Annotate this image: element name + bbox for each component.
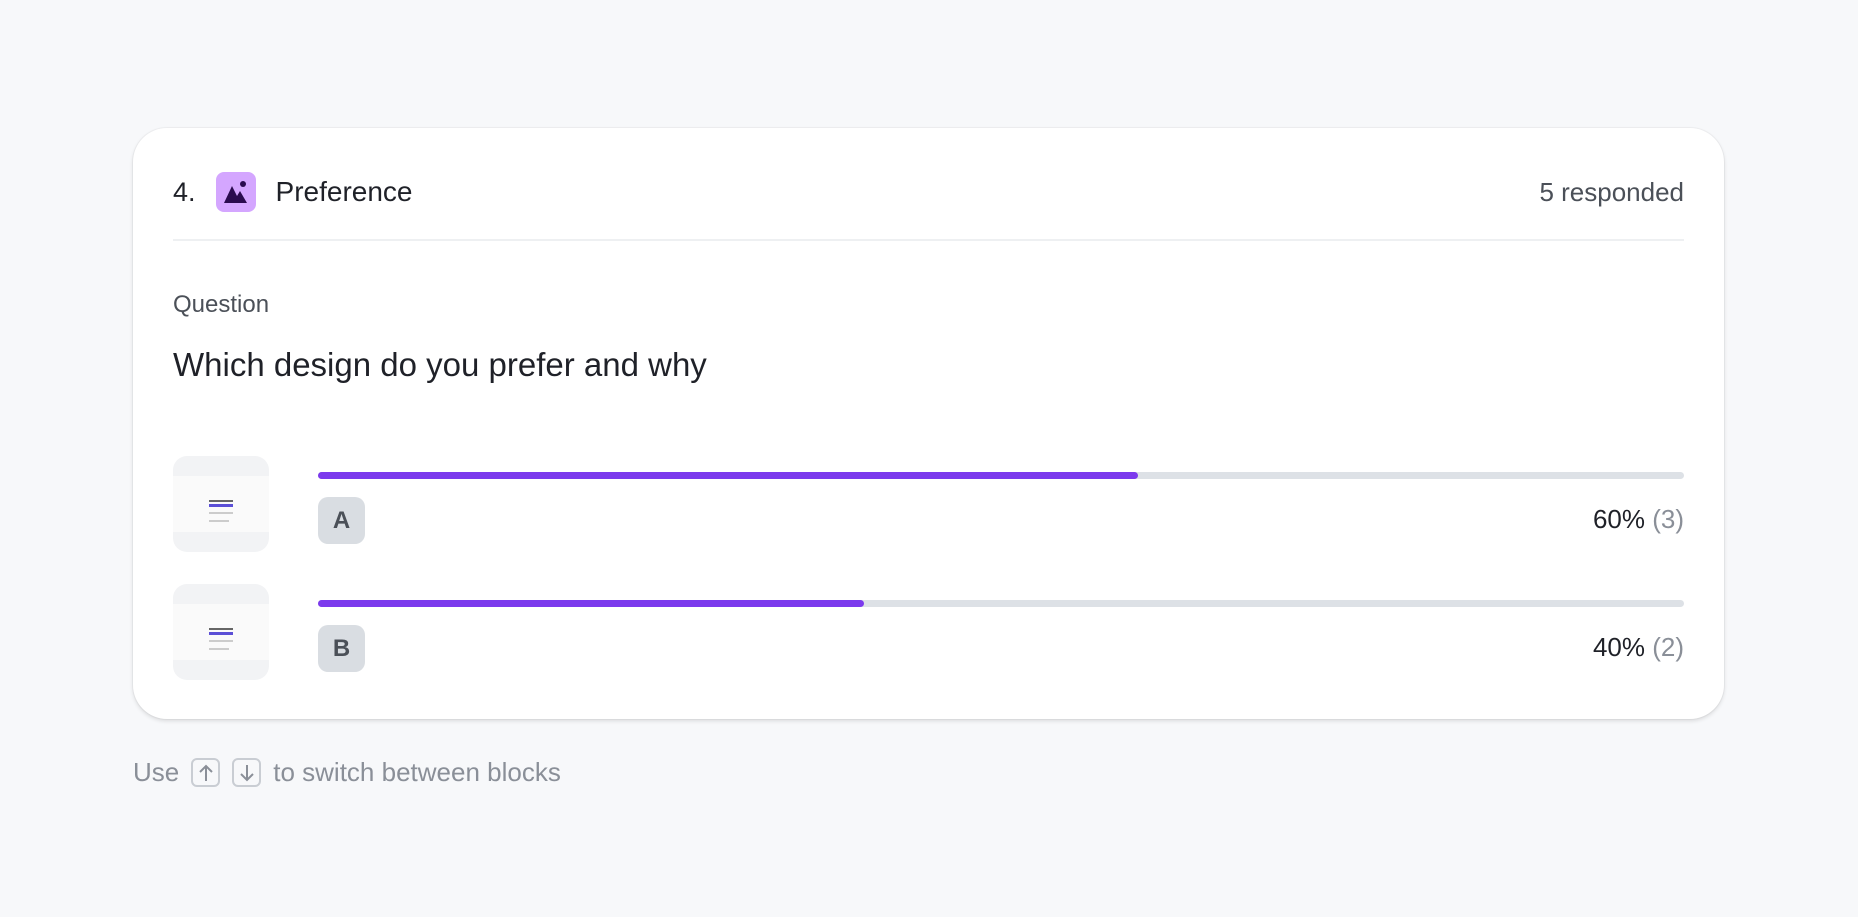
option-b-progress-track [318, 600, 1684, 607]
image-mountain-icon [215, 172, 256, 212]
option-a-count: (3) [1652, 504, 1684, 534]
option-a-progress-fill [318, 472, 1138, 479]
responded-count: 5 responded [1539, 176, 1684, 207]
question-label: Question [173, 291, 270, 318]
option-b-percent: 40% [1592, 632, 1645, 662]
hint-suffix: to switch between blocks [273, 757, 561, 787]
option-a-progress-track [318, 472, 1684, 479]
option-a-badge: A [318, 497, 365, 544]
arrow-up-icon [191, 758, 221, 787]
option-a-result: 60% (3) [1593, 504, 1684, 535]
option-b-thumbnail[interactable] [173, 584, 269, 680]
keyboard-hint: Use to switch between blocks [133, 757, 561, 788]
block-title: Preference [275, 176, 413, 207]
header-divider [173, 239, 1684, 241]
option-b-badge: B [318, 625, 365, 672]
option-b-progress-fill [318, 600, 865, 607]
option-a-thumbnail[interactable] [173, 456, 269, 552]
option-b-count: (2) [1652, 632, 1684, 662]
option-b-result: 40% (2) [1593, 632, 1684, 663]
preference-block-card: 4. Preference 5 responded Question Which… [133, 128, 1724, 719]
block-header: 4. Preference 5 responded [173, 170, 1684, 214]
arrow-down-icon [232, 758, 262, 787]
option-row-b: B 40% (2) [173, 584, 1684, 680]
option-row-a: A 60% (3) [173, 456, 1684, 552]
block-number: 4. [173, 176, 196, 207]
option-a-percent: 60% [1592, 504, 1645, 534]
hint-prefix: Use [133, 757, 180, 787]
question-text: Which design do you prefer and why [173, 346, 707, 383]
